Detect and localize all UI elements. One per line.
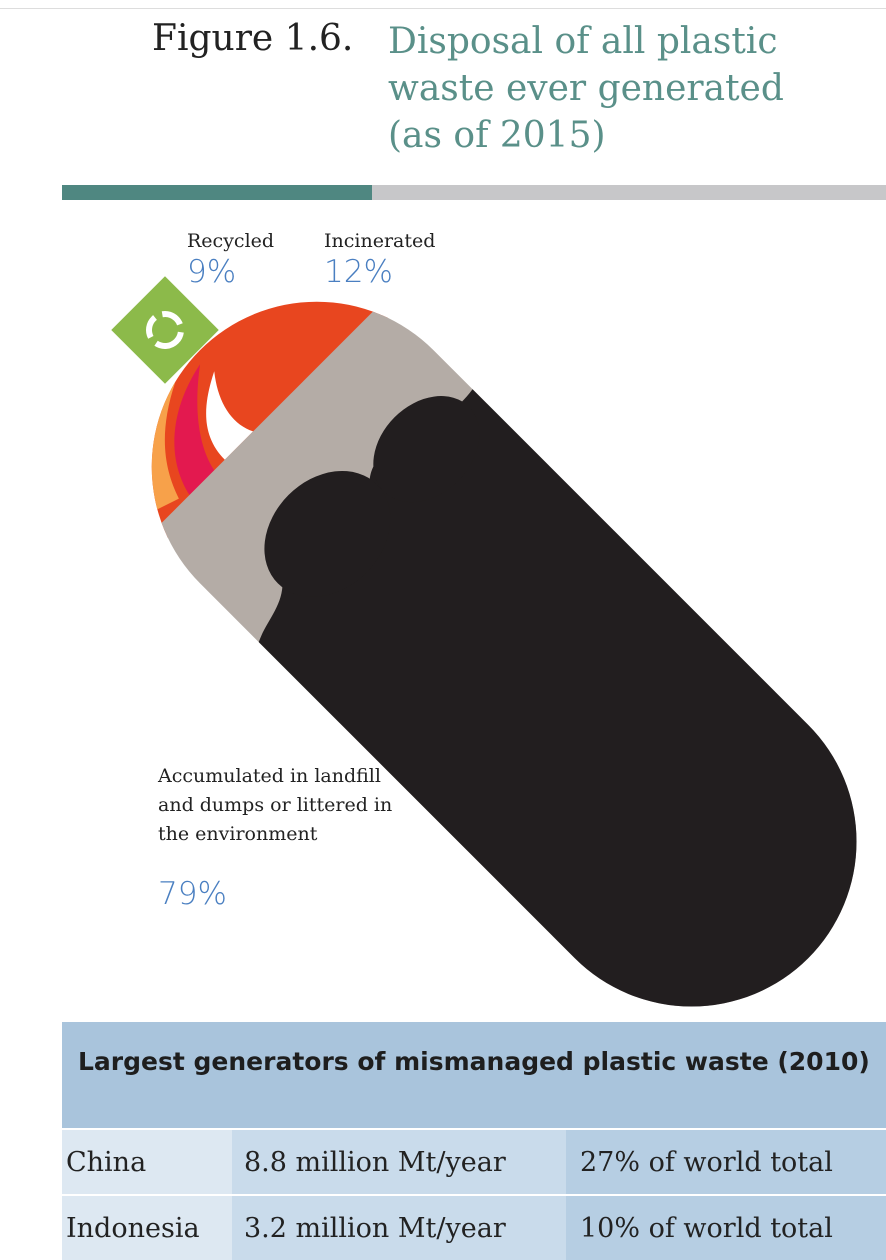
cell: 10% of world total bbox=[566, 1196, 886, 1260]
cell: China bbox=[62, 1130, 232, 1194]
cell: Indonesia bbox=[62, 1196, 232, 1260]
segment-share: 9% bbox=[187, 254, 236, 290]
table-row: Indonesia 3.2 million Mt/year 10% of wor… bbox=[62, 1194, 886, 1260]
segment-label: Recycled bbox=[187, 230, 274, 252]
cell: 3.2 million Mt/year bbox=[232, 1196, 566, 1260]
segment-share: 79% bbox=[158, 876, 227, 912]
cell: 27% of world total bbox=[566, 1130, 886, 1194]
segment-share: 12% bbox=[324, 254, 393, 290]
segment-label: Incinerated bbox=[324, 230, 435, 252]
table-title: Largest generators of mismanaged plastic… bbox=[62, 1022, 886, 1128]
table-row: China 8.8 million Mt/year 27% of world t… bbox=[62, 1128, 886, 1194]
page: Figure 1.6. Disposal of all plastic wast… bbox=[0, 0, 886, 1258]
segment-label: Accumulated in landfill and dumps or lit… bbox=[158, 762, 393, 849]
bottle-illustration bbox=[0, 0, 886, 1010]
table: Largest generators of mismanaged plastic… bbox=[62, 1022, 886, 1260]
cell: 8.8 million Mt/year bbox=[232, 1130, 566, 1194]
